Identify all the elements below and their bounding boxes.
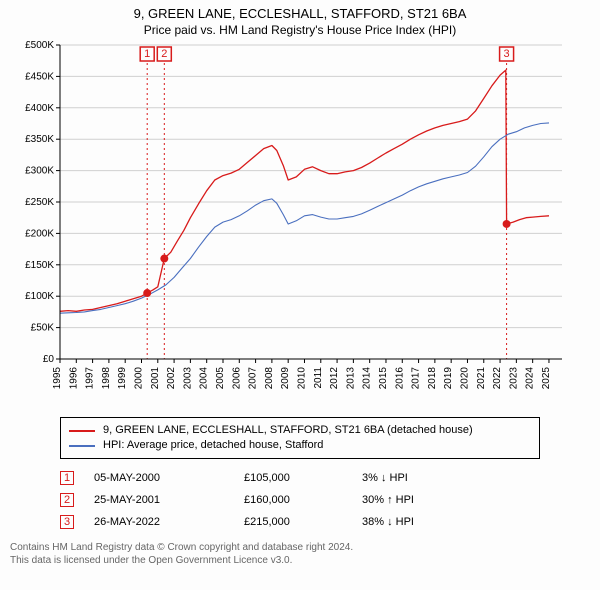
svg-text:2019: 2019 [443, 367, 454, 390]
svg-text:£400K: £400K [25, 103, 54, 114]
events-table: 1 05-MAY-2000 £105,000 3% ↓ HPI 2 25-MAY… [60, 467, 540, 533]
svg-text:1996: 1996 [68, 367, 79, 390]
legend-item: 9, GREEN LANE, ECCLESHALL, STAFFORD, ST2… [69, 423, 531, 438]
event-price: £105,000 [244, 472, 362, 484]
svg-text:£300K: £300K [25, 166, 54, 177]
event-marker: 2 [60, 493, 74, 507]
svg-text:2020: 2020 [459, 367, 470, 390]
svg-text:£200K: £200K [25, 228, 54, 239]
svg-text:1: 1 [144, 48, 150, 60]
svg-text:2: 2 [161, 48, 167, 60]
footer: Contains HM Land Registry data © Crown c… [10, 541, 600, 567]
svg-text:2004: 2004 [199, 367, 210, 390]
chart-svg: £0 £50K £100K £150K £200K £250K £300K £350K £400… [10, 39, 570, 413]
svg-text:3: 3 [504, 48, 510, 60]
svg-text:1999: 1999 [117, 367, 128, 390]
svg-text:£50K: £50K [31, 323, 55, 334]
chart-subtitle: Price paid vs. HM Land Registry's House … [0, 21, 600, 39]
svg-text:2003: 2003 [182, 367, 193, 390]
svg-text:2011: 2011 [313, 367, 324, 389]
svg-text:2001: 2001 [150, 367, 161, 390]
chart-title: 9, GREEN LANE, ECCLESHALL, STAFFORD, ST2… [0, 0, 600, 21]
svg-text:2016: 2016 [394, 367, 405, 390]
svg-text:2005: 2005 [215, 367, 226, 390]
footer-line: Contains HM Land Registry data © Crown c… [10, 541, 600, 554]
event-delta: 3% ↓ HPI [362, 472, 408, 484]
event-number: 2 [64, 494, 70, 506]
chart: £0 £50K £100K £150K £200K £250K £300K £350K £400… [10, 39, 570, 413]
svg-text:2012: 2012 [329, 367, 340, 390]
svg-text:2014: 2014 [362, 367, 373, 390]
svg-text:2000: 2000 [133, 367, 144, 390]
svg-text:£100K: £100K [25, 291, 54, 302]
svg-text:£150K: £150K [25, 260, 54, 271]
event-date: 05-MAY-2000 [94, 472, 244, 484]
event-marker: 3 [60, 515, 74, 529]
event-marker: 1 [60, 471, 74, 485]
svg-text:£500K: £500K [25, 40, 54, 51]
footer-line: This data is licensed under the Open Gov… [10, 554, 600, 567]
svg-text:2023: 2023 [508, 367, 519, 390]
svg-text:2009: 2009 [280, 367, 291, 390]
svg-text:2010: 2010 [296, 367, 307, 390]
svg-text:2025: 2025 [541, 367, 552, 390]
legend: 9, GREEN LANE, ECCLESHALL, STAFFORD, ST2… [60, 417, 540, 459]
svg-text:1997: 1997 [85, 367, 96, 390]
legend-item: HPI: Average price, detached house, Staf… [69, 438, 531, 453]
event-row: 2 25-MAY-2001 £160,000 30% ↑ HPI [60, 489, 540, 511]
svg-text:2015: 2015 [378, 367, 389, 390]
svg-text:2007: 2007 [248, 367, 259, 390]
event-row: 1 05-MAY-2000 £105,000 3% ↓ HPI [60, 467, 540, 489]
svg-text:2024: 2024 [525, 367, 536, 390]
event-delta: 38% ↓ HPI [362, 516, 414, 528]
legend-label: 9, GREEN LANE, ECCLESHALL, STAFFORD, ST2… [103, 423, 473, 438]
svg-text:2013: 2013 [345, 367, 356, 390]
event-number: 3 [64, 516, 70, 528]
legend-swatch [69, 445, 95, 447]
svg-text:£350K: £350K [25, 134, 54, 145]
svg-text:2021: 2021 [476, 367, 487, 390]
svg-text:2008: 2008 [264, 367, 275, 390]
event-date: 25-MAY-2001 [94, 494, 244, 506]
event-date: 26-MAY-2022 [94, 516, 244, 528]
svg-text:1998: 1998 [101, 367, 112, 390]
svg-text:2002: 2002 [166, 367, 177, 390]
event-delta: 30% ↑ HPI [362, 494, 414, 506]
legend-swatch [69, 430, 95, 432]
svg-text:2018: 2018 [427, 367, 438, 390]
legend-label: HPI: Average price, detached house, Staf… [103, 438, 323, 453]
svg-text:1995: 1995 [52, 367, 63, 390]
event-number: 1 [64, 472, 70, 484]
svg-text:2006: 2006 [231, 367, 242, 390]
svg-text:£450K: £450K [25, 71, 54, 82]
page: 9, GREEN LANE, ECCLESHALL, STAFFORD, ST2… [0, 0, 600, 590]
event-price: £160,000 [244, 494, 362, 506]
svg-text:2017: 2017 [411, 367, 422, 390]
svg-text:2022: 2022 [492, 367, 503, 390]
event-row: 3 26-MAY-2022 £215,000 38% ↓ HPI [60, 511, 540, 533]
event-price: £215,000 [244, 516, 362, 528]
svg-text:£250K: £250K [25, 197, 54, 208]
svg-text:£0: £0 [43, 354, 55, 365]
